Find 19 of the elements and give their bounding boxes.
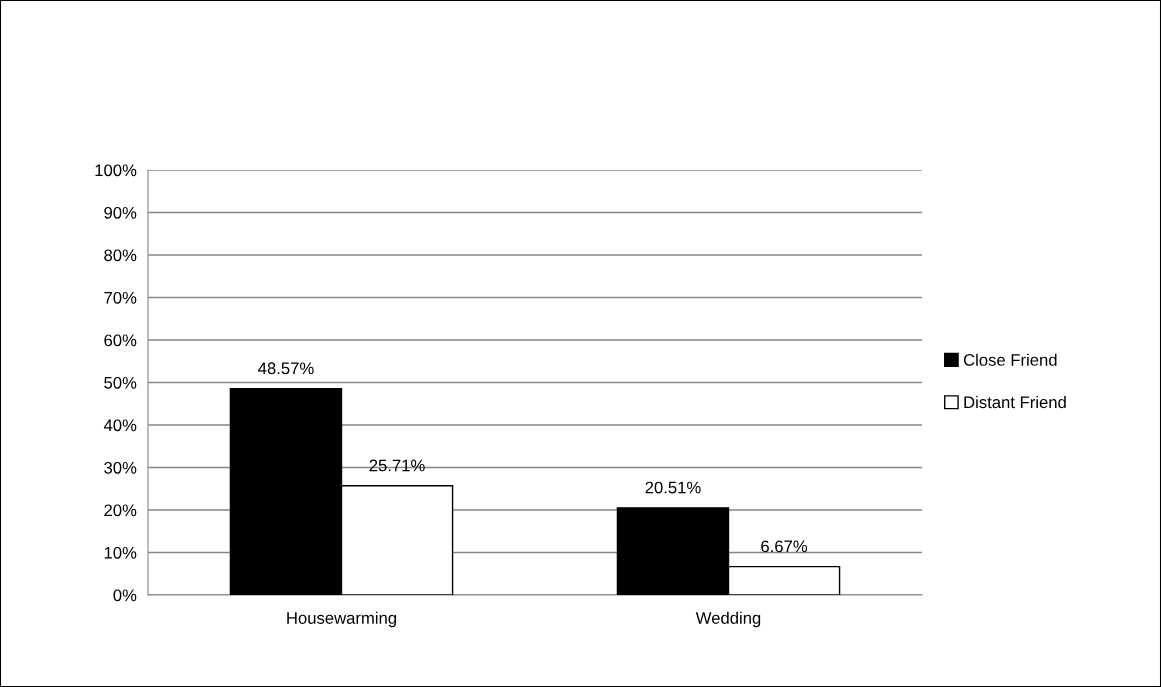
data-label: 6.67% (761, 540, 808, 553)
y-tick-label: 50% (104, 376, 137, 389)
x-tick-label: Housewarming (287, 611, 397, 628)
y-tick-label: 90% (104, 206, 137, 219)
legend-label: Distant Friend (964, 395, 1066, 409)
legend-label: Close Friend (963, 353, 1057, 366)
data-label: 48.57% (258, 362, 314, 375)
y-tick-label: 100% (95, 164, 137, 177)
y-tick-label: 80% (104, 249, 137, 262)
x-tick-label: Wedding (695, 611, 761, 628)
data-label: 25.71% (369, 459, 425, 472)
y-tick-label: 40% (103, 419, 137, 432)
y-tick-label: 60% (104, 334, 137, 347)
y-tick-label: 20% (104, 504, 137, 517)
data-label: 20.51% (645, 481, 701, 494)
y-tick-label: 70% (104, 291, 137, 304)
y-tick-label: 30% (104, 461, 137, 474)
y-tick-label: 10% (104, 546, 137, 559)
y-tick-label: 0% (113, 589, 137, 602)
